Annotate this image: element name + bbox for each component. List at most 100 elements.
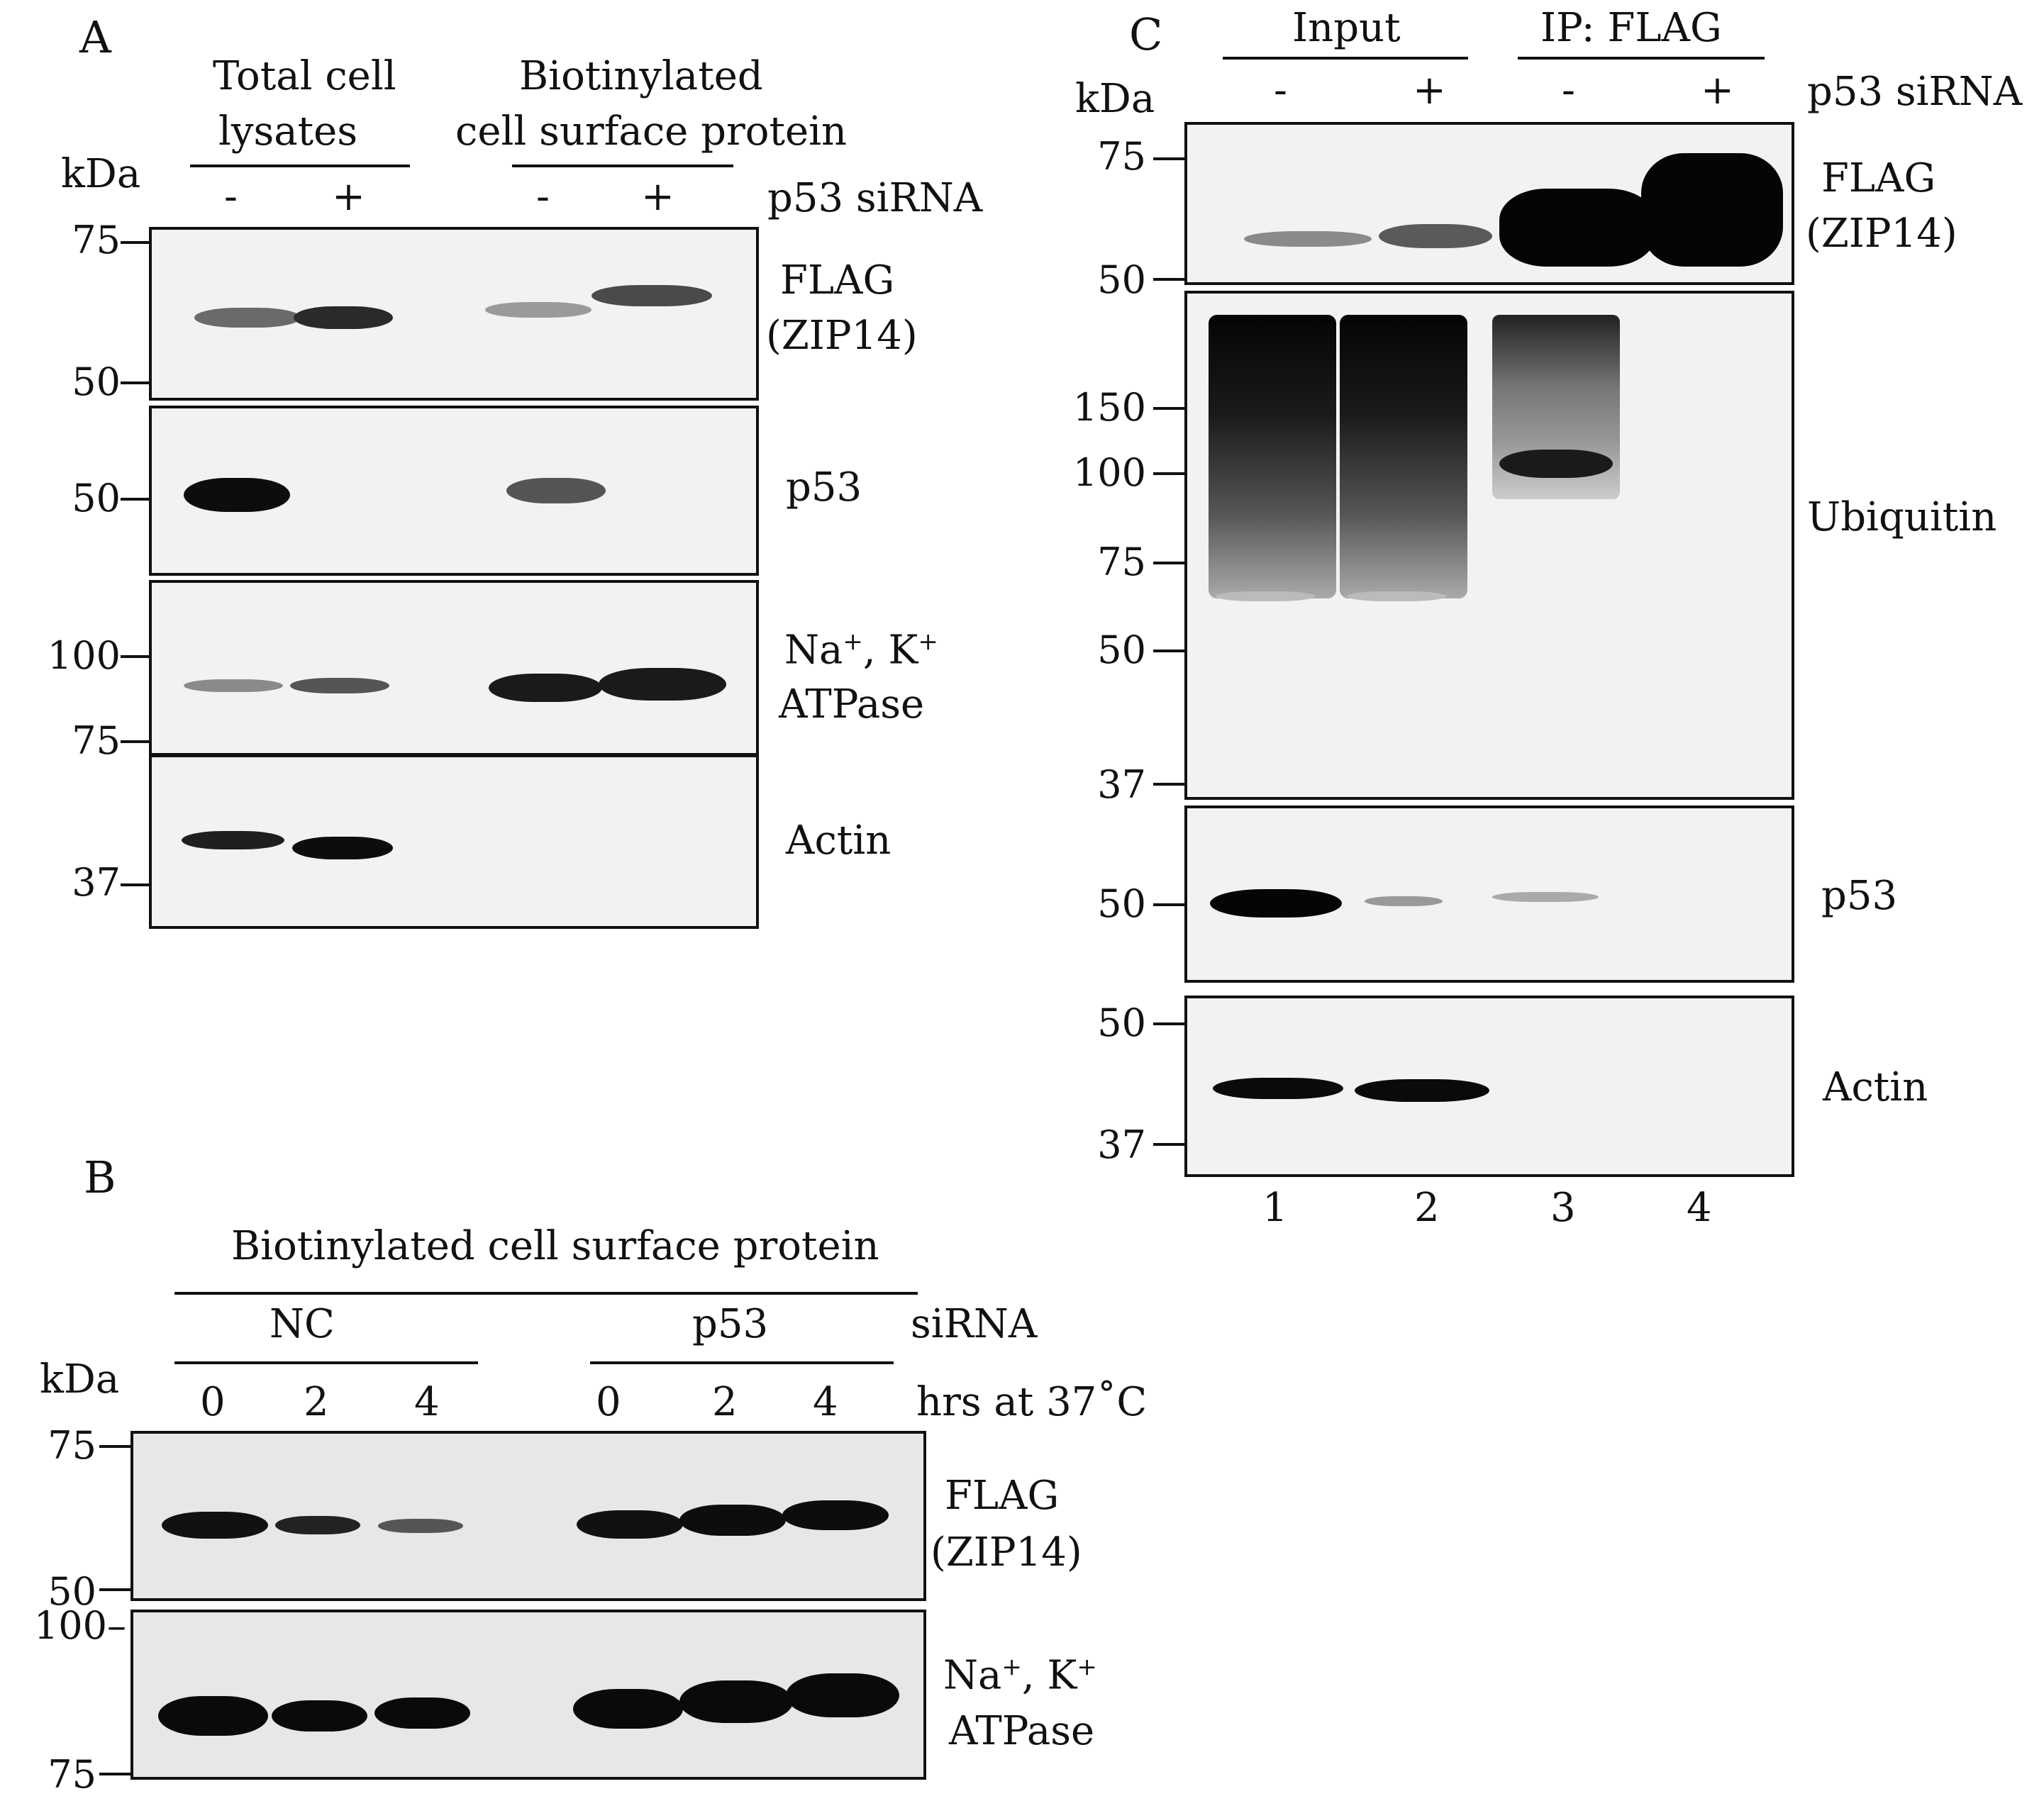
panel-b-header: Biotinylated cell surface protein	[231, 1223, 879, 1269]
panel-b-flag-tick-75	[99, 1445, 130, 1448]
panel-a-group1-bracket	[190, 165, 410, 167]
panel-b-atpase-tick-75	[99, 1773, 130, 1775]
panel-c-flag-blot	[1184, 122, 1794, 285]
panel-a-atpase-label-line2: ATPase	[779, 681, 925, 727]
panel-a-condition-label: p53 siRNA	[767, 175, 983, 221]
panel-c-ubiquitin-tick-50	[1153, 649, 1184, 652]
band	[184, 679, 283, 692]
panel-b-nc-bracket	[174, 1361, 478, 1364]
na-text: Na	[943, 1652, 1002, 1699]
panel-a-atpase-blot	[149, 580, 759, 756]
k-text: , K	[1021, 1652, 1077, 1699]
panel-a-sign-lane3: -	[536, 174, 550, 220]
panel-c-ip-bracket	[1518, 57, 1765, 60]
band	[378, 1519, 463, 1533]
band	[1355, 1079, 1489, 1102]
band	[1213, 1078, 1343, 1099]
panel-c-ubiquitin-marker-150: 150	[1072, 385, 1146, 430]
panel-b-time-4: 0	[596, 1379, 621, 1425]
panel-c-flag-tick-50	[1153, 278, 1184, 281]
band	[182, 831, 284, 849]
panel-a-p53-tick-50	[121, 498, 149, 501]
panel-a-flag-marker-50: 50	[72, 359, 121, 404]
panel-a-actin-tick-37	[121, 883, 149, 886]
panel-b-flag-blot	[130, 1431, 926, 1601]
panel-b-kda-label: kDa	[40, 1356, 120, 1403]
panel-c-actin-tick-50	[1153, 1022, 1184, 1025]
band	[591, 285, 712, 306]
panel-c-flag-marker-50: 50	[1097, 257, 1146, 302]
band	[506, 478, 606, 503]
panel-a-actin-label: Actin	[786, 818, 892, 864]
panel-a-flag-marker-75: 75	[72, 218, 121, 262]
panel-a-sign-lane2: +	[332, 174, 365, 220]
panel-b-letter: B	[84, 1152, 116, 1203]
plus-sup: +	[918, 628, 938, 656]
panel-c-group-input: Input	[1292, 5, 1401, 51]
panel-c-ubiquitin-tick-150	[1153, 407, 1184, 410]
panel-c-p53-label: p53	[1821, 873, 1898, 919]
panel-a-kda-label: kDa	[61, 151, 141, 197]
band	[374, 1697, 470, 1729]
band	[786, 1673, 899, 1717]
panel-b-atpase-blot	[130, 1610, 926, 1780]
panel-c-ubiquitin-tick-37	[1153, 783, 1184, 786]
panel-a-atpase-marker-100: 100	[47, 633, 121, 678]
panel-c-group-ip: IP: FLAG	[1540, 5, 1722, 51]
panel-c-actin-label: Actin	[1823, 1064, 1928, 1110]
plus-sup: +	[1077, 1653, 1097, 1681]
panel-c-lane-2: 2	[1414, 1185, 1440, 1231]
band	[1365, 896, 1443, 906]
panel-a-atpase-tick-100	[121, 655, 149, 658]
panel-b-header-bracket	[174, 1292, 918, 1295]
panel-a-flag-tick-75	[121, 241, 149, 244]
panel-a-atpase-tick-75	[121, 740, 149, 743]
panel-c-ubiquitin-marker-50: 50	[1097, 628, 1146, 672]
panel-b-flag-tick-50	[99, 1588, 130, 1591]
panel-b-atpase-marker-75: 75	[48, 1752, 96, 1797]
band	[194, 308, 301, 328]
panel-b-group-nc: NC	[270, 1301, 335, 1347]
band	[1499, 450, 1613, 478]
band	[485, 302, 591, 318]
band	[1379, 224, 1492, 248]
panel-c-flag-tick-75	[1153, 157, 1184, 160]
band	[1244, 231, 1372, 247]
panel-a-flag-blot	[149, 227, 759, 401]
panel-c-sign-lane3: -	[1562, 67, 1575, 113]
band	[679, 1505, 786, 1536]
panel-a-letter: A	[79, 11, 111, 63]
panel-c-flag-label-line2: (ZIP14)	[1806, 211, 1957, 257]
panel-c-p53-blot	[1184, 805, 1794, 983]
panel-b-flag-label-line2: (ZIP14)	[931, 1529, 1082, 1576]
panel-c-letter: C	[1129, 9, 1163, 60]
panel-c-sign-lane1: -	[1274, 67, 1287, 113]
band	[184, 478, 290, 512]
panel-c-sign-lane4: +	[1701, 67, 1734, 113]
band	[1499, 189, 1655, 267]
band	[292, 837, 393, 859]
band	[679, 1680, 793, 1723]
panel-a-p53-marker-50: 50	[72, 476, 121, 520]
panel-a-group2-bracket	[512, 165, 733, 167]
panel-a-atpase-label-line1: Na+, K+	[784, 630, 938, 671]
panel-c-flag-marker-75: 75	[1097, 134, 1146, 179]
panel-a-flag-label-line2: (ZIP14)	[766, 313, 918, 359]
panel-a-p53-blot	[149, 406, 759, 576]
plus-sup: +	[843, 628, 863, 656]
band	[1210, 889, 1342, 918]
band	[158, 1696, 268, 1736]
panel-c-actin-blot	[1184, 996, 1794, 1177]
panel-a-sign-lane1: -	[224, 174, 238, 220]
band	[782, 1500, 889, 1530]
panel-b-time-1: 0	[200, 1379, 226, 1425]
panel-c-ubiquitin-marker-37: 37	[1097, 762, 1146, 807]
panel-c-ubiquitin-label: Ubiquitin	[1807, 494, 1997, 540]
band	[294, 306, 393, 329]
panel-b-p53-bracket	[590, 1361, 894, 1364]
panel-c-ubiquitin-marker-75: 75	[1097, 540, 1146, 584]
panel-c-input-bracket	[1223, 57, 1468, 60]
band	[577, 1510, 683, 1539]
panel-a-group2-line2: cell surface protein	[455, 108, 848, 155]
panel-a-flag-label-line1: FLAG	[780, 257, 895, 303]
